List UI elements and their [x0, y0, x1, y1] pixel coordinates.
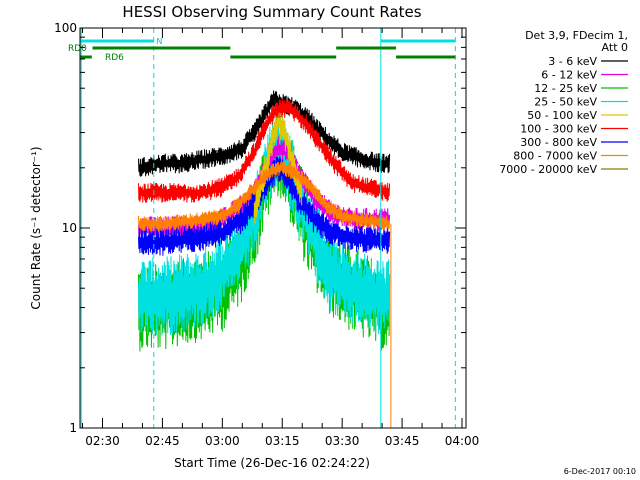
series-line-7	[138, 161, 391, 232]
legend-label: 6 - 12 keV	[541, 69, 597, 82]
y-axis-label: Count Rate (s⁻¹ detector⁻¹)	[29, 146, 43, 309]
footer-timestamp: 6-Dec-2017 00:10	[564, 467, 636, 476]
x-tick-label: 02:30	[85, 434, 120, 448]
legend-label: 50 - 100 keV	[527, 109, 597, 122]
y-tick-label: 10	[62, 221, 77, 235]
night-label: N	[156, 37, 162, 46]
x-tick-label: 03:30	[325, 434, 360, 448]
y-tick-label: 100	[54, 21, 77, 35]
legend-label: 100 - 300 keV	[520, 123, 597, 136]
series-line-5	[138, 98, 391, 203]
x-axis-label: Start Time (26-Dec-16 02:24:22)	[174, 456, 370, 470]
legend-label: 800 - 7000 keV	[513, 150, 597, 163]
legend-label: 300 - 800 keV	[520, 136, 597, 149]
x-tick-label: 03:45	[385, 434, 420, 448]
series-line-3	[138, 111, 391, 336]
plot-frame	[79, 27, 467, 429]
legend-label: 25 - 50 keV	[534, 96, 597, 109]
legend-label: 12 - 25 keV	[534, 82, 597, 95]
x-tick-label: 04:00	[445, 434, 480, 448]
rd6-label: RD6	[105, 53, 124, 63]
legend-header-line-2: Att 0	[602, 41, 628, 54]
x-tick-label: 03:15	[265, 434, 300, 448]
x-tick-label: 03:00	[205, 434, 240, 448]
legend-label: 7000 - 20000 keV	[499, 163, 597, 176]
plot-area: N RD0 RD6 02:30 02:45 03:00 03:15 03:30 03:45 04:…	[54, 21, 479, 448]
legend-label: 3 - 6 keV	[548, 55, 597, 68]
y-tick-label: 1	[69, 421, 77, 435]
series-line-0	[138, 90, 391, 177]
chart-title: HESSI Observing Summary Count Rates	[122, 3, 421, 21]
legend-header-line-1: Det 3,9, FDecim 1,	[525, 29, 628, 42]
x-tick-label: 02:45	[145, 434, 180, 448]
rd0-label: RD0	[68, 44, 87, 54]
